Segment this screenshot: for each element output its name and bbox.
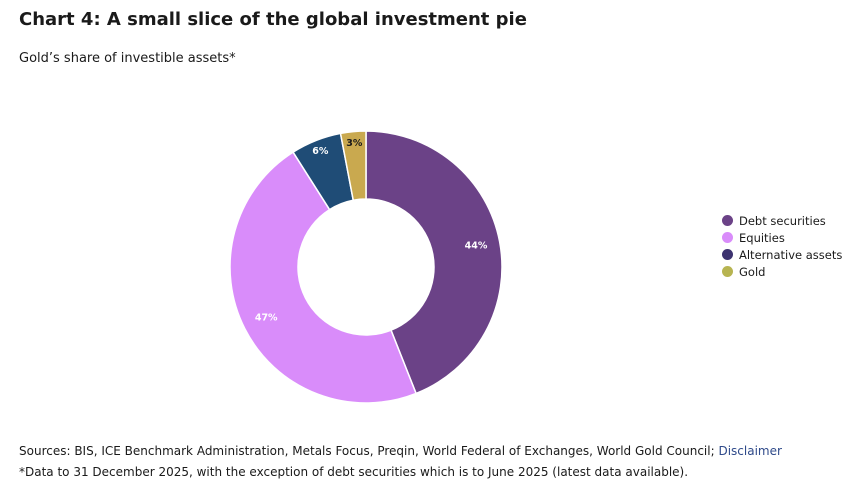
- chart-title: Chart 4: A small slice of the global inv…: [19, 9, 527, 30]
- legend-swatch: [722, 215, 733, 226]
- slice-gold[interactable]: [339, 130, 367, 202]
- chart-subtitle: Gold’s share of investible assets*: [19, 51, 236, 66]
- legend-swatch: [722, 249, 733, 260]
- legend-item-alternative-assets[interactable]: Alternative assets: [722, 246, 842, 263]
- disclaimer-link[interactable]: Disclaimer: [718, 444, 782, 458]
- slice-label-gold: 3%: [346, 138, 363, 149]
- legend-item-debt-securities[interactable]: Debt securities: [722, 212, 842, 229]
- legend-label: Debt securities: [739, 213, 826, 228]
- legend-item-equities[interactable]: Equities: [722, 229, 842, 246]
- legend: Debt securities Equities Alternative ass…: [722, 212, 842, 280]
- legend-label: Equities: [739, 230, 785, 245]
- legend-item-gold[interactable]: Gold: [722, 263, 842, 280]
- footnote: *Data to 31 December 2025, with the exce…: [19, 465, 689, 479]
- legend-label: Alternative assets: [739, 247, 843, 262]
- sources-text: Sources: BIS, ICE Benchmark Administrati…: [19, 444, 719, 458]
- sources-line: Sources: BIS, ICE Benchmark Administrati…: [19, 444, 782, 458]
- legend-swatch: [722, 232, 733, 243]
- slice-equities[interactable]: [229, 151, 418, 404]
- slice-label-debt-securities: 44%: [465, 241, 488, 252]
- legend-swatch: [722, 266, 733, 277]
- slice-label-equities: 47%: [255, 312, 278, 323]
- slice-debt-securities[interactable]: [365, 130, 503, 395]
- slice-label-alternative-assets: 6%: [312, 146, 329, 157]
- legend-label: Gold: [739, 264, 766, 279]
